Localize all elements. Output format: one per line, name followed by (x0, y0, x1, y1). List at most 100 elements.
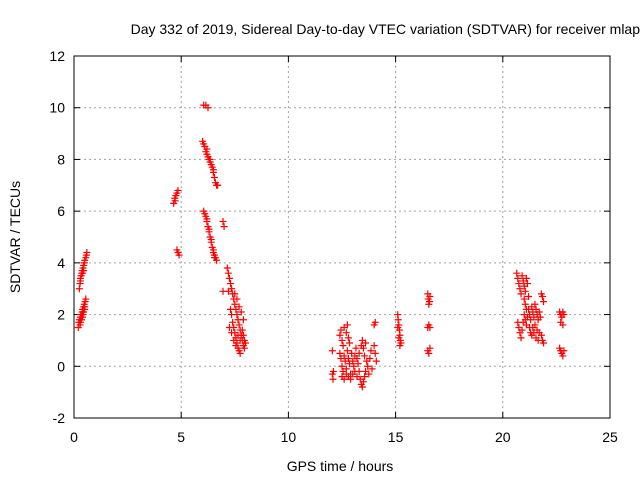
data-point (525, 292, 533, 300)
data-point (210, 174, 218, 182)
data-point (232, 342, 240, 350)
data-point (239, 316, 247, 324)
data-point (538, 292, 546, 300)
data-point (347, 375, 355, 383)
data-points (74, 101, 568, 391)
data-point (540, 339, 548, 347)
data-point (364, 362, 372, 370)
data-point (425, 349, 433, 357)
data-point (559, 352, 567, 360)
data-point (233, 295, 241, 303)
x-tick-label: 0 (70, 429, 78, 445)
y-tick-label: 2 (57, 307, 65, 323)
data-point (209, 246, 217, 254)
grid-lines (74, 56, 610, 418)
y-tick-label: 12 (49, 48, 65, 64)
x-tick-label: 10 (281, 429, 297, 445)
data-point (521, 287, 529, 295)
data-point (522, 274, 530, 282)
data-point (228, 311, 236, 319)
data-point (231, 290, 239, 298)
data-point (240, 344, 248, 352)
data-point (353, 355, 361, 363)
y-tick-label: 0 (57, 358, 65, 374)
y-tick-label: 4 (57, 255, 65, 271)
y-tick-labels: -2 0 2 4 6 8 10 12 (49, 48, 65, 426)
data-point (340, 352, 348, 360)
data-point (366, 355, 374, 363)
data-point (361, 373, 369, 381)
y-tick-label: 10 (49, 100, 65, 116)
data-point (536, 313, 544, 321)
data-point (359, 344, 367, 352)
data-point (336, 349, 344, 357)
data-point (206, 155, 214, 163)
data-point (371, 349, 379, 357)
data-point (235, 303, 243, 311)
data-point (344, 355, 352, 363)
x-axis-label: GPS time / hours (287, 458, 394, 474)
data-point (224, 269, 232, 277)
data-point (343, 347, 351, 355)
data-point (227, 305, 235, 313)
chart-title: Day 332 of 2019, Sidereal Day-to-day VTE… (131, 21, 640, 37)
data-point (210, 254, 218, 262)
data-point (329, 367, 337, 375)
data-point (515, 280, 523, 288)
data-point (336, 331, 344, 339)
data-point (531, 300, 539, 308)
data-point (203, 145, 211, 153)
data-point (242, 339, 250, 347)
data-point (80, 267, 88, 275)
data-point (174, 186, 182, 194)
data-point (76, 277, 84, 285)
data-point (231, 300, 239, 308)
data-point (76, 318, 84, 326)
data-point (235, 321, 243, 329)
data-point (540, 298, 548, 306)
data-point (535, 308, 543, 316)
data-point (395, 334, 403, 342)
data-point (370, 342, 378, 350)
data-point (205, 225, 213, 233)
data-point (367, 347, 375, 355)
data-point (203, 215, 211, 223)
data-point (560, 311, 568, 319)
data-point (230, 336, 238, 344)
y-tick-label: 6 (57, 203, 65, 219)
data-point (350, 362, 358, 370)
data-point (531, 321, 539, 329)
data-point (82, 295, 90, 303)
data-point (534, 336, 542, 344)
y-tick-label: -2 (53, 410, 66, 426)
data-point (521, 300, 529, 308)
data-point (516, 285, 524, 293)
x-tick-label: 20 (495, 429, 511, 445)
plot-frame (73, 55, 611, 419)
x-tick-label: 5 (177, 429, 185, 445)
data-point (329, 375, 337, 383)
data-point (518, 272, 526, 280)
data-point (426, 344, 434, 352)
data-point (346, 339, 354, 347)
data-point (559, 321, 567, 329)
data-point (228, 329, 236, 337)
data-point (79, 313, 87, 321)
data-point (352, 344, 360, 352)
data-point (342, 329, 350, 337)
data-point (340, 375, 348, 383)
data-point (371, 318, 379, 326)
data-point (372, 357, 380, 365)
data-point (225, 324, 233, 331)
data-point (365, 370, 373, 378)
data-point (361, 352, 369, 360)
data-point (223, 264, 231, 272)
data-point (219, 217, 227, 225)
y-tick-label: 8 (57, 151, 65, 167)
data-point (338, 336, 346, 344)
y-axis-label: SDTVAR / TECUs (7, 181, 23, 293)
data-point (214, 181, 222, 189)
data-point (426, 292, 434, 300)
data-point (338, 362, 346, 370)
